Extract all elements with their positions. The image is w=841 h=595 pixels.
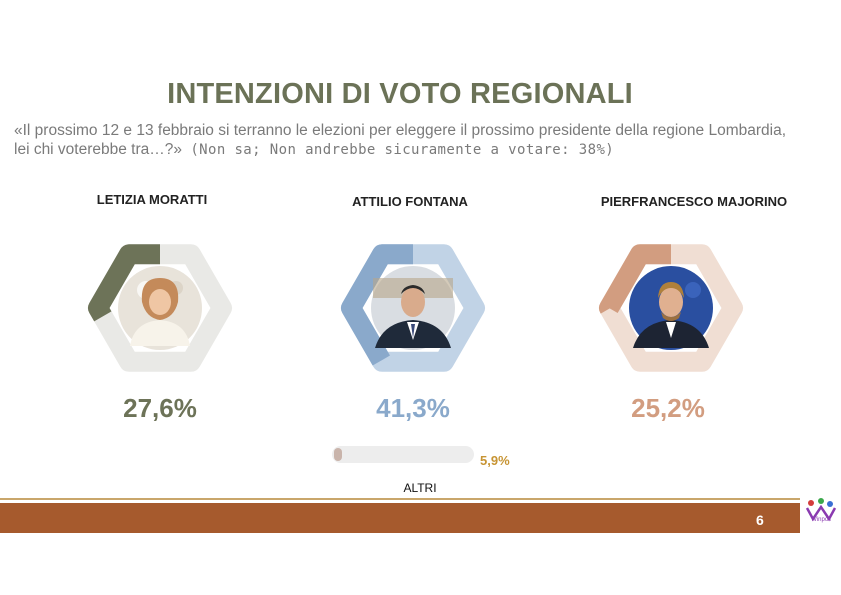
candidate-photo-fontana (371, 266, 455, 350)
others-label: ALTRI (403, 481, 437, 495)
ring-progress (599, 244, 743, 372)
question-text: «Il prossimo 12 e 13 febbraio si terrann… (14, 122, 787, 158)
candidate-photo-majorino (629, 266, 713, 350)
candidate-pct-majorino: 25,2% (631, 393, 705, 423)
ring-progress (341, 244, 485, 372)
others-bar (332, 446, 474, 463)
ring-progress (88, 244, 232, 372)
candidate-ring-moratti (88, 244, 232, 372)
question-note: (Non sa; Non andrebbe sicuramente a vota… (190, 142, 615, 158)
footer-bar (0, 503, 800, 533)
page-title: INTENZIONI DI VOTO REGIONALI (167, 78, 633, 110)
candidate-ring-fontana (341, 244, 485, 372)
candidate-name-majorino: PIERFRANCESCO MAJORINO (600, 194, 788, 209)
footer-divider (0, 498, 800, 500)
candidate-pct-moratti: 27,6% (123, 393, 197, 423)
candidate-pct-fontana: 41,3% (376, 393, 450, 423)
candidate-ring-majorino (599, 244, 743, 372)
others-pct: 5,9% (480, 453, 510, 468)
page-number: 6 (756, 512, 764, 528)
svg-text:Winpoll: Winpoll (811, 517, 831, 523)
winpoll-logo: Winpoll (805, 498, 837, 523)
survey-question: «Il prossimo 12 e 13 febbraio si terrann… (14, 121, 804, 160)
others-bar-fill (334, 448, 343, 461)
candidate-name-fontana: ATTILIO FONTANA (352, 194, 468, 209)
candidate-photo-moratti (118, 266, 202, 350)
candidate-name-moratti: LETIZIA MORATTI (96, 192, 208, 207)
